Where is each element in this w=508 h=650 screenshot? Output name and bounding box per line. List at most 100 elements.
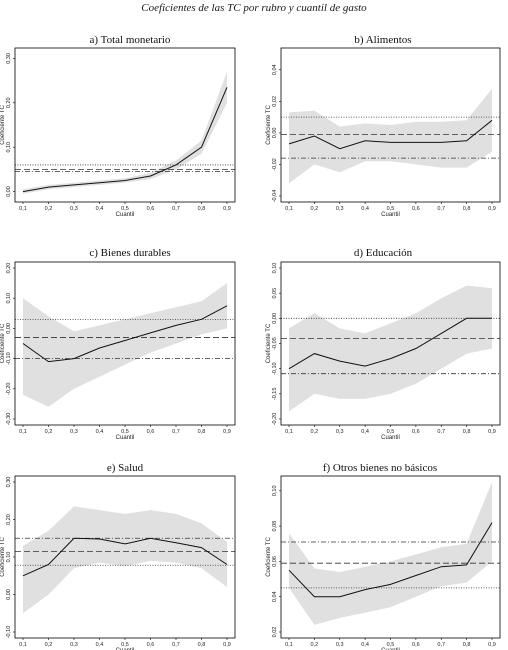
x-axis-label: Cuantil	[381, 212, 400, 218]
coefficient-line	[288, 317, 492, 370]
y-axis-label: Coeficiente TC	[266, 537, 272, 577]
y-tick-label: -0,10	[272, 362, 278, 375]
y-axis-label: Coeficiente TC	[266, 323, 272, 363]
y-tick-label: 0,02	[272, 96, 278, 107]
y-tick-label: 0,00	[6, 186, 12, 197]
y-tick-label: 0,00	[6, 323, 12, 334]
x-axis-label: Cuantil	[116, 435, 135, 441]
panel-title: d) Educación	[354, 247, 413, 259]
y-tick-label: 0,10	[272, 485, 278, 496]
y-tick-label: 0,08	[272, 521, 278, 532]
confidence-band	[23, 71, 227, 194]
y-tick-label: 0,05	[272, 288, 278, 299]
y-tick-label: 0,20	[6, 514, 12, 525]
x-tick-label: 0,2	[45, 642, 53, 648]
y-tick-label: -0,05	[272, 337, 278, 350]
x-tick-label: 0,8	[463, 206, 471, 212]
x-tick-label: 0,7	[437, 206, 445, 212]
x-tick-label: 0,4	[96, 429, 104, 435]
panel-title: a) Total monetario	[90, 34, 171, 46]
x-tick-label: 0,6	[412, 206, 420, 212]
x-tick-label: 0,9	[223, 642, 231, 648]
y-axis-label: Coeficiente TC	[0, 537, 6, 577]
y-tick-label: -0,02	[272, 158, 278, 171]
x-tick-label: 0,3	[336, 429, 344, 435]
x-tick-label: 0,7	[172, 429, 180, 435]
panel-title: f) Otros bienes no básicos	[323, 462, 437, 474]
x-tick-label: 0,8	[198, 642, 206, 648]
x-tick-label: 0,1	[285, 429, 293, 435]
y-tick-label: -0,15	[272, 388, 278, 401]
x-tick-label: 0,4	[361, 642, 369, 648]
coefficient-line	[288, 522, 493, 598]
x-tick-label: 0,8	[463, 429, 471, 435]
confidence-band	[289, 88, 492, 184]
x-tick-label: 0,5	[387, 429, 395, 435]
y-tick-label: 0,20	[6, 263, 12, 274]
y-tick-label: -0,30	[6, 413, 12, 426]
panel-title: c) Bienes durables	[89, 247, 170, 259]
confidence-band	[289, 482, 492, 625]
coefficient-line	[22, 305, 228, 363]
figure-title: Coeficientes de las TC por rubro y cuant…	[141, 2, 367, 14]
coefficient-line	[22, 537, 228, 577]
x-axis-label: Cuantil	[381, 435, 400, 441]
y-axis-label: Coeficiente TC	[266, 105, 272, 145]
y-tick-label: 0,30	[6, 477, 12, 488]
y-tick-label: 0,02	[272, 627, 278, 638]
panel-title: b) Alimentos	[354, 34, 411, 46]
x-tick-label: 0,5	[121, 206, 129, 212]
x-tick-label: 0,3	[336, 642, 344, 648]
coefficient-line	[22, 87, 228, 193]
x-tick-label: 0,3	[70, 642, 78, 648]
panel-5: e) Salud 0,1 0,2 0,3 0,4 0,5 0,6 0,7 0,8 0,9 -0,10…	[0, 462, 236, 650]
y-axis-label: Coeficiente TC	[0, 323, 6, 363]
x-tick-label: 0,7	[172, 206, 180, 212]
x-tick-label: 0,6	[147, 642, 155, 648]
x-tick-label: 0,8	[198, 206, 206, 212]
x-tick-label: 0,8	[198, 429, 206, 435]
y-tick-label: 0,10	[6, 142, 12, 153]
y-tick-label: 0,20	[6, 97, 12, 108]
y-tick-label: 0,10	[6, 552, 12, 563]
panel-1: a) Total monetario 0,1 0,2 0,3 0,4 0,5 0,6 0,7 0…	[0, 34, 236, 218]
x-tick-label: 0,7	[172, 642, 180, 648]
x-tick-label: 0,2	[311, 429, 319, 435]
y-tick-label: 0,04	[272, 64, 278, 75]
x-tick-label: 0,2	[311, 206, 319, 212]
y-tick-label: 0,00	[272, 313, 278, 324]
x-tick-label: 0,9	[488, 642, 496, 648]
x-tick-label: 0,8	[463, 642, 471, 648]
confidence-band	[23, 506, 227, 614]
x-axis-label: Cuantil	[381, 648, 400, 650]
x-tick-label: 0,4	[96, 206, 104, 212]
x-tick-label: 0,4	[96, 642, 104, 648]
panel-4: d) Educación 0,1 0,2 0,3 0,4 0,5 0,6 0,7 0,8 0,9 -…	[266, 247, 501, 441]
y-tick-label: -0,10	[6, 352, 12, 365]
x-tick-label: 0,6	[412, 429, 420, 435]
y-tick-label: -0,04	[272, 190, 278, 203]
confidence-band	[23, 283, 227, 407]
panel-3: c) Bienes durables 0,1 0,2 0,3 0,4 0,5 0,6 0,7 0…	[0, 247, 236, 441]
x-tick-label: 0,9	[223, 206, 231, 212]
y-tick-label: 0,10	[6, 293, 12, 304]
x-axis-label: Cuantil	[116, 648, 135, 650]
x-tick-label: 0,1	[19, 429, 27, 435]
y-tick-label: 0,30	[6, 53, 12, 64]
x-tick-label: 0,1	[285, 206, 293, 212]
x-tick-label: 0,1	[19, 206, 27, 212]
y-tick-label: -0,20	[272, 413, 278, 426]
x-tick-label: 0,5	[121, 429, 129, 435]
x-tick-label: 0,2	[45, 429, 53, 435]
x-tick-label: 0,6	[147, 206, 155, 212]
x-tick-label: 0,7	[437, 642, 445, 648]
x-axis-label: Cuantil	[116, 212, 135, 218]
x-tick-label: 0,2	[311, 642, 319, 648]
coefficient-line	[288, 119, 493, 150]
panel-6: f) Otros bienes no básicos 0,1 0,2 0,3 0,4 0,…	[266, 462, 501, 650]
y-tick-label: 0,04	[272, 591, 278, 602]
x-tick-label: 0,6	[412, 642, 420, 648]
x-tick-label: 0,2	[45, 206, 53, 212]
x-tick-label: 0,5	[387, 642, 395, 648]
